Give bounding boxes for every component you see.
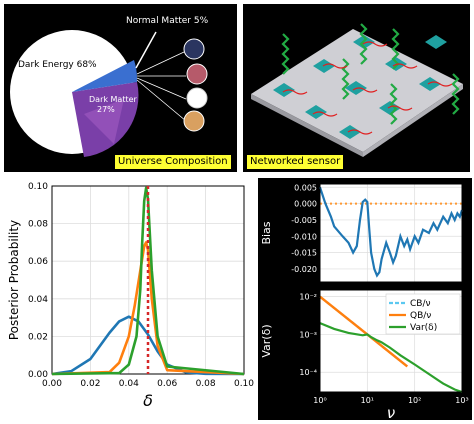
sensor-pad: [379, 101, 401, 115]
var-x-label: ν: [387, 404, 395, 420]
sensor-pads: [273, 35, 447, 139]
y-tick-label: 0.00: [28, 370, 48, 380]
bias-plot-bg: [320, 184, 462, 282]
bias-variance-panel: 0.005 0.000 -0.005 -0.010 -0.015 -0.020 Bias 10…: [258, 178, 472, 422]
bias-frame: [319, 183, 463, 283]
sensor-svg: [251, 23, 463, 157]
bias-y-tick: -0.015: [291, 249, 317, 258]
x-tick-label: 0.10: [234, 379, 254, 389]
y-tick-label: 0.08: [28, 220, 48, 230]
normal-matter-pointer: [135, 31, 157, 69]
galaxy-icon: [183, 38, 205, 60]
sensor-spring: [389, 83, 398, 125]
dark-matter-wedge: [72, 82, 139, 157]
posterior-series-line: [51, 241, 245, 376]
var-y-tick: 10⁻⁴: [299, 368, 317, 377]
dark-matter-wedge-glow: [84, 99, 124, 144]
sensor-pad: [339, 125, 361, 139]
bias-y-tick: 0.005: [294, 183, 317, 192]
x-tick-label: 0.08: [196, 379, 216, 389]
sensor-wire: [282, 41, 453, 135]
sensor-spring: [451, 73, 460, 115]
posterior-series-line: [51, 186, 245, 376]
universe-pie-svg: Normal Matter 5% Dark Energy 68% Dark Ma…: [10, 16, 209, 157]
normal-matter-wedge: [72, 60, 138, 92]
sensor-plate-side: [363, 84, 463, 157]
sensor-caption: Networked sensor: [247, 155, 344, 169]
sensor-spring: [281, 33, 290, 75]
nebula-icon: [186, 63, 208, 85]
dark-matter-percent: 27%: [97, 105, 115, 114]
var-legend-label: Var(δ): [410, 323, 437, 333]
y-tick-label: 0.02: [28, 332, 48, 342]
var-y-label: Var(δ): [260, 324, 273, 357]
bias-y-tick: -0.010: [291, 232, 317, 241]
var-frame: [319, 289, 463, 393]
x-tick-label: 0.00: [42, 379, 62, 389]
bias-variance-svg: 0.005 0.000 -0.005 -0.010 -0.015 -0.020 Bias 10…: [260, 183, 469, 422]
sensor-spring: [391, 28, 400, 70]
bias-y-tick: -0.005: [291, 216, 317, 225]
sensor-pad: [419, 77, 441, 91]
posterior-chart: 0.00 0.00 0.02 0.02 0.04 0.04 0.06 0.06 0.08 0.08…: [4, 178, 254, 418]
var-x-tick: 10³: [455, 396, 468, 405]
y-axis-label: Posterior Probability: [7, 220, 21, 340]
var-series-line: [319, 295, 409, 368]
sensor-spring: [359, 23, 368, 65]
var-legend-label: CB/ν: [410, 299, 431, 309]
var-x-tick: 10⁰: [313, 396, 326, 405]
sensor-pad: [273, 83, 295, 97]
y-tick-label: 0.06: [28, 257, 48, 267]
universe-caption: Universe Composition: [115, 155, 231, 169]
x-tick-label: 0.02: [80, 379, 100, 389]
earth-icon: [183, 110, 205, 132]
solar-system-icon: [186, 87, 208, 109]
pointer-line-3: [136, 77, 187, 100]
sensor-pad: [425, 35, 447, 49]
bias-y-tick: -0.020: [291, 265, 317, 274]
normal-matter-label: Normal Matter 5%: [126, 16, 209, 26]
pointer-line-1: [136, 51, 185, 75]
sensor-plate-edge: [251, 94, 363, 157]
var-y-tick: 10⁻²: [299, 293, 317, 302]
pointer-line-4: [136, 79, 187, 122]
bias-y-label: Bias: [260, 221, 273, 244]
var-legend-label: QB/ν: [410, 311, 431, 321]
bias-y-tick: 0.000: [294, 200, 317, 209]
universe-panel: Normal Matter 5% Dark Energy 68% Dark Ma…: [4, 4, 237, 172]
x-tick-label: 0.04: [119, 379, 139, 389]
var-x-tick: 10¹: [361, 396, 374, 405]
sensor-spring: [341, 58, 350, 100]
sensor-panel: Networked sensor: [243, 4, 470, 172]
posterior-chart-svg: 0.000.00 0.02 0.02 0.04 0.04 0.06 0.06 0.08 0.08…: [7, 182, 254, 410]
var-y-tick: 10⁻³: [299, 330, 317, 339]
y-tick-label: 0.10: [28, 182, 48, 192]
bias-series-line: [318, 186, 464, 278]
x-tick-label: 0.06: [157, 379, 177, 389]
dark-matter-label: Dark Matter: [89, 95, 138, 104]
y-tick-label: 0.04: [28, 295, 48, 305]
sensor-springs: [281, 23, 460, 125]
x-axis-label: δ: [143, 391, 153, 410]
var-x-tick: 10²: [408, 396, 421, 405]
dark-energy-label: Dark Energy 68%: [18, 60, 97, 70]
var-series-line: [319, 322, 463, 394]
